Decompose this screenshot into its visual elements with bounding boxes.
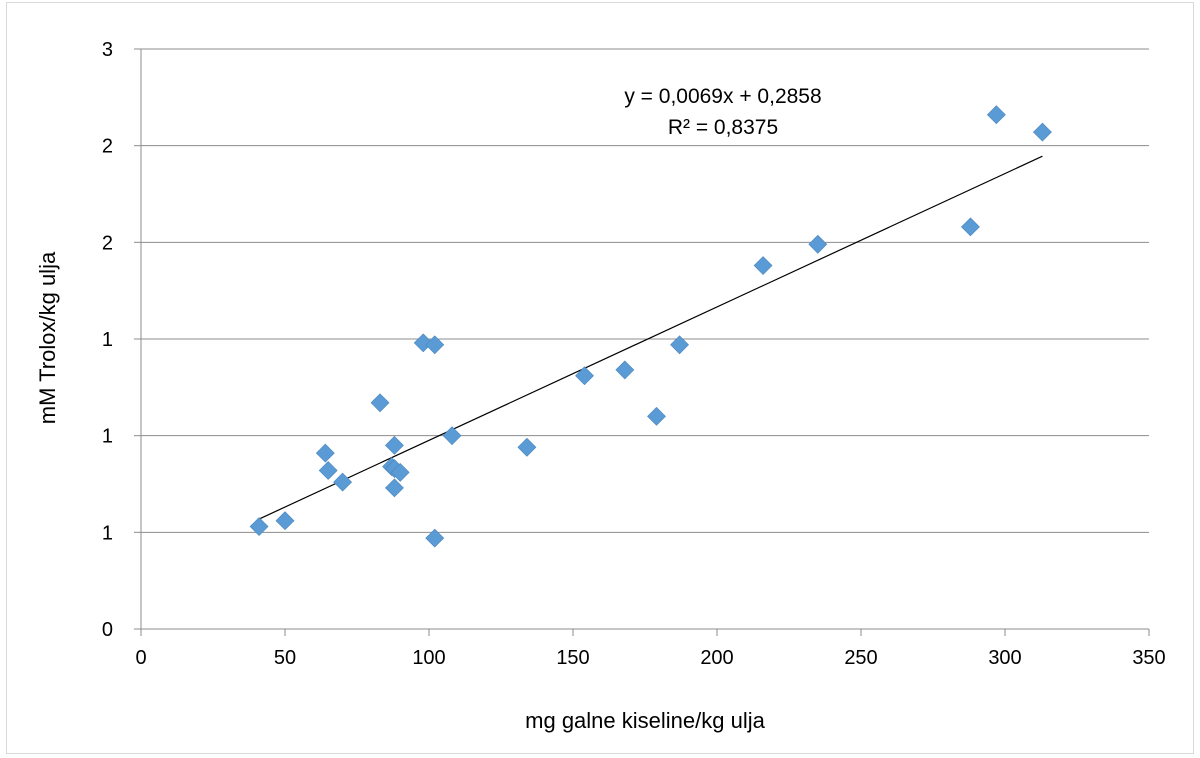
- data-point: [275, 511, 295, 531]
- data-point: [753, 256, 773, 275]
- data-point: [370, 393, 390, 413]
- x-tick-label: 100: [412, 647, 445, 669]
- x-tick-label: 350: [1132, 647, 1165, 669]
- y-tick-label: 2: [102, 232, 113, 254]
- trendline-r-squared: R² = 0,8375: [668, 116, 778, 139]
- data-point: [961, 217, 980, 237]
- y-tick-label: 3: [102, 39, 113, 61]
- data-point: [385, 478, 404, 498]
- data-point: [670, 335, 689, 355]
- x-tick-label: 50: [274, 647, 296, 669]
- y-tick-label: 2: [102, 136, 113, 158]
- data-point: [808, 234, 828, 254]
- data-point: [986, 105, 1006, 125]
- trendline: [258, 155, 1043, 520]
- y-tick-label: 1: [102, 426, 113, 448]
- data-point: [413, 333, 433, 353]
- x-tick-label: 300: [988, 647, 1021, 669]
- tick-labels: 0 1 1 1 2 2 3 0 50 100 150 200 250 300 350: [102, 39, 1166, 669]
- x-axis-title: mg galne kiseline/kg ulja: [525, 708, 765, 733]
- data-point: [517, 437, 537, 457]
- data-points: [249, 105, 1052, 548]
- x-tick-label: 150: [556, 647, 589, 669]
- gridlines: [141, 48, 1149, 533]
- data-point: [385, 435, 404, 455]
- data-point: [333, 472, 353, 492]
- data-point: [575, 366, 594, 386]
- trendline-group: [258, 155, 1043, 520]
- x-tick-label: 0: [135, 647, 146, 669]
- data-point: [425, 528, 445, 548]
- data-point: [315, 443, 335, 463]
- y-tick-label: 1: [102, 329, 113, 351]
- data-point: [615, 360, 635, 380]
- data-point: [1033, 122, 1052, 142]
- y-tick-label: 0: [102, 619, 113, 641]
- data-point: [425, 335, 445, 355]
- data-point: [390, 462, 410, 482]
- y-axis-title: mM Trolox/kg ulja: [35, 251, 60, 424]
- y-tick-label: 1: [102, 522, 113, 544]
- x-tick-label: 250: [844, 647, 877, 669]
- trendline-equation: y = 0,0069x + 0,2858: [624, 85, 821, 108]
- x-tick-label: 200: [700, 647, 733, 669]
- data-point: [647, 406, 666, 426]
- data-point: [318, 461, 338, 480]
- axes: [134, 48, 1150, 636]
- data-point: [442, 426, 462, 446]
- data-point: [249, 517, 269, 536]
